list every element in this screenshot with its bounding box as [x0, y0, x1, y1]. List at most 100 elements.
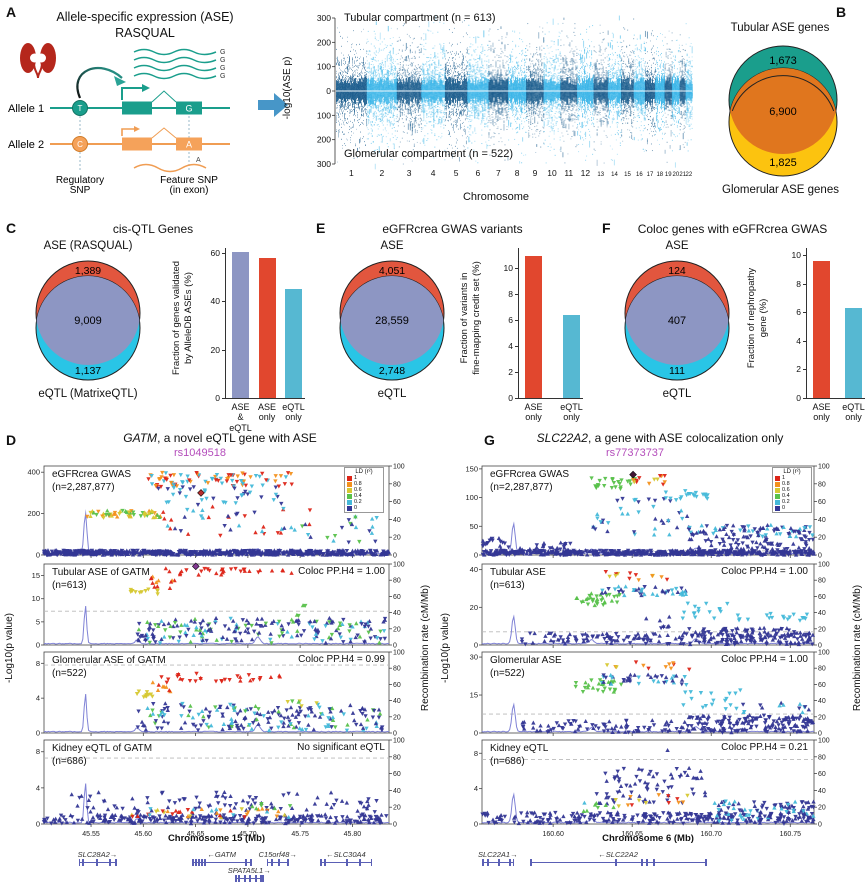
- venn-b-bottom-label: Glomerular ASE genes: [722, 184, 839, 196]
- venn-b-top-label: Tubular ASE genes: [730, 22, 830, 34]
- bar-chart-coloc: 0 2 4 6 8 10 ASE only eQTL only: [786, 246, 865, 426]
- manhattan-xlabel: Chromosome: [462, 191, 530, 203]
- kidney-icon: [20, 43, 56, 79]
- gene-exon-tick: [497, 859, 500, 866]
- venn-f-mid-value: 407: [668, 315, 686, 327]
- venn-b: 1,673 6,900 1,825: [728, 45, 838, 177]
- venn-c-bottom-value: 1,137: [75, 365, 101, 377]
- venn-c-top-value: 1,389: [75, 265, 101, 277]
- bar-tick-label: 8: [508, 288, 513, 299]
- read-g-1: G: [220, 49, 225, 56]
- venn-e-top-label: ASE: [380, 240, 404, 252]
- bar-tick-label: 8: [796, 278, 801, 289]
- panel-letter-b: B: [836, 4, 847, 20]
- locus-g-track1-label: eGFRcrea GWAS (n=2,287,877): [490, 469, 570, 493]
- gene-name: ←SLC22A2: [598, 850, 638, 859]
- gene-exon-tick: [82, 859, 85, 866]
- ld-color-swatch: [775, 481, 780, 487]
- panel-g-title: SLC22A2, a gene with ASE colocalization …: [470, 431, 850, 445]
- bar-tick-label: 6: [796, 307, 801, 318]
- bar-x-axis: [806, 398, 865, 399]
- gene-exon-tick: [108, 859, 111, 866]
- ld-legend-title: LD (r²): [355, 469, 373, 475]
- manhattan-plot-canvas: [296, 6, 696, 192]
- locus-g-track3-label: Glomerular ASE (n=522): [490, 655, 562, 679]
- ld-legend-entry: 1: [775, 475, 809, 481]
- bar-tick: [515, 371, 518, 373]
- tss-arrowhead-allele2: [134, 126, 140, 132]
- ld-legend-entry: 1: [347, 475, 381, 481]
- ld-color-swatch: [347, 493, 352, 499]
- allele2-label: Allele 2: [8, 139, 44, 151]
- bar-label: ASE only: [812, 402, 831, 423]
- bar-chart-cisqtl: 0 20 40 60 ASE & eQTL ASE only eQTL only: [205, 246, 305, 433]
- gene-end-cap: [266, 859, 269, 866]
- venn-c-intersection: [36, 276, 140, 365]
- ld-legend-label: 0.2: [782, 499, 790, 505]
- gene-exon-tick: [640, 859, 643, 866]
- bar-tick-label: 0: [215, 393, 220, 403]
- ld-legend-label: 0.8: [354, 481, 362, 487]
- venn-b-top-value: 1,673: [769, 55, 797, 67]
- bar-e-ylabel: Fraction of variants in fine-mapping cre…: [459, 261, 482, 375]
- bar-tick-label: 4: [508, 340, 513, 351]
- ld-legend-label: 1: [354, 475, 358, 481]
- venn-c: 1,389 9,009 1,137: [35, 260, 141, 381]
- panel-letter-g: G: [484, 432, 495, 448]
- gene-exon-tick: [324, 859, 327, 866]
- ld-color-swatch: [347, 475, 352, 481]
- gene-exon-tick: [198, 859, 201, 866]
- regulatory-snp-allele2: [72, 136, 88, 152]
- gene-end-cap: [482, 859, 484, 866]
- gene-track-d: SLC28A2→ ←GATM C15orf48→ ←SLC30A4 SPATA5L1→: [44, 848, 389, 886]
- gene-end-cap: [262, 875, 264, 882]
- locus-d-track3-label: Glomerular ASE of GATM (n=522): [52, 655, 166, 679]
- ld-color-swatch: [775, 475, 780, 481]
- tss-arrow-allele2: [121, 128, 134, 136]
- flow-arrow-icon: [258, 93, 288, 117]
- gene-name: SPATA5L1→: [227, 866, 271, 875]
- venn-f-bottom-label: eQTL: [662, 388, 692, 400]
- bar-tick-label: 0: [508, 393, 513, 403]
- bar-tick: [222, 301, 225, 303]
- locus-d-track3-canvas: [14, 648, 424, 736]
- manhattan-bottom-label: Glomerular compartment (n = 522): [344, 148, 514, 160]
- ld-legend-label: 0.4: [354, 493, 362, 499]
- ld-color-swatch: [347, 505, 352, 511]
- regulatory-snp-t: T: [78, 104, 83, 113]
- locus-d-track2-label: Tubular ASE of GATM (n=613): [52, 567, 150, 591]
- venn-f-bottom-value: 111: [669, 365, 685, 377]
- venn-c-bottom-label: eQTL (MatrixeQTL): [38, 388, 138, 400]
- panel-f-title: Coloc genes with eGFRcrea GWAS: [637, 222, 828, 236]
- bar-tick-label: 20: [210, 344, 220, 355]
- locus-d-track4-label: Kidney eQTL of GATM (n=686): [52, 743, 153, 767]
- ld-legend-label: 0.4: [782, 493, 790, 499]
- regulation-arrow: [76, 67, 123, 99]
- locus-g-right-ylabel: Recombination rate (cM/Mb): [852, 584, 863, 712]
- bar: [563, 314, 580, 398]
- gene-exon-tick: [95, 859, 98, 866]
- feature-snp-label-1: Feature SNP: [160, 175, 218, 186]
- panel-letter-e: E: [316, 220, 326, 236]
- gene-track-g: SLC22A1→ ←SLC22A2: [478, 848, 814, 886]
- panel-d-title-rest: , a novel eQTL gene with ASE: [157, 431, 317, 445]
- read-g-2: G: [220, 57, 225, 64]
- bar-tick-label: 10: [503, 262, 513, 273]
- gene-exon-tick: [653, 859, 656, 866]
- bar-tick: [803, 283, 806, 285]
- bar-tick: [803, 312, 806, 314]
- ld-legend-g: LD (r²) 1 0.8 0.6 0.4 0.2 0: [772, 467, 812, 513]
- gene-exon-tick: [204, 859, 207, 866]
- bar-tick-label: 6: [508, 314, 513, 325]
- locus-d-xlabel: Chromosome 15 (Mb): [167, 833, 266, 844]
- bar-x-axis: [518, 398, 583, 399]
- manhattan-ylabel: -log10(ASE p): [282, 56, 293, 120]
- gene-end-cap: [115, 859, 117, 866]
- ld-color-swatch: [775, 493, 780, 499]
- panel-g-title-gene: SLC22A2: [536, 431, 588, 445]
- ld-legend-entry: 0.2: [775, 499, 809, 505]
- venn-c-mid-value: 9,009: [74, 315, 102, 327]
- gene-line: [530, 862, 707, 863]
- locus-d-track4-canvas: [14, 736, 424, 848]
